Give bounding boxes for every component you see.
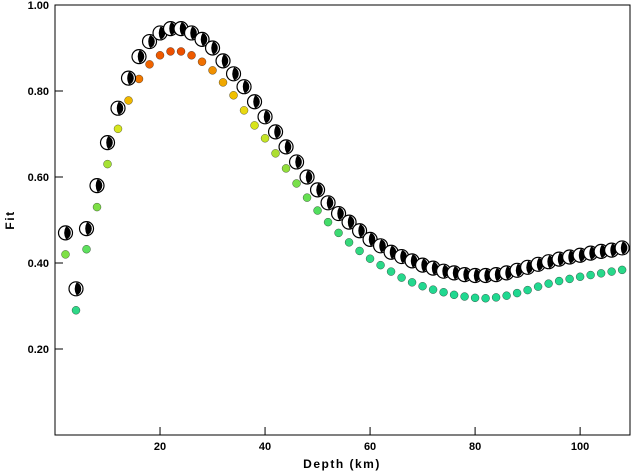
- fit-dot: [575, 272, 585, 281]
- fit-dot: [271, 149, 280, 158]
- mechanism-beachball: [257, 109, 273, 125]
- fit-dot: [176, 47, 186, 56]
- mechanism-beachball: [341, 214, 357, 230]
- y-tick-label: 1.00: [28, 0, 49, 12]
- x-axis: 20 40 60 80 100: [154, 427, 589, 453]
- fit-dot: [334, 228, 343, 238]
- fit-dot: [418, 282, 427, 291]
- fit-dot: [145, 60, 154, 69]
- fit-dot: [61, 250, 70, 259]
- fit-dot: [71, 306, 81, 315]
- fit-dot: [523, 285, 532, 295]
- dot-series: [61, 47, 627, 315]
- fit-dot: [155, 51, 165, 60]
- fit-dot: [124, 96, 133, 105]
- y-tick-label: 0.40: [28, 258, 49, 270]
- y-tick-label: 0.20: [28, 344, 49, 356]
- fit-dot: [113, 124, 123, 133]
- y-tick-label: 0.80: [28, 86, 49, 98]
- fit-dot: [481, 294, 490, 303]
- fit-dot: [470, 293, 480, 302]
- fit-dot: [229, 91, 238, 100]
- mechanism-beachball: [267, 124, 284, 140]
- fit-dot: [260, 134, 270, 143]
- fit-dot: [103, 159, 112, 169]
- fit-dot: [428, 285, 438, 294]
- mechanism-beachball: [120, 70, 137, 86]
- fit-dot: [586, 270, 595, 280]
- plot-frame: [54, 4, 631, 436]
- y-tick-label: 0.60: [28, 172, 49, 184]
- x-tick-label: 60: [364, 441, 376, 453]
- beachball-series: [57, 21, 630, 297]
- fit-dot: [292, 179, 301, 188]
- x-tick-label: 80: [469, 441, 481, 453]
- mechanism-beachball: [194, 31, 210, 48]
- fit-dot: [82, 245, 91, 254]
- y-axis: 0.20 0.40 0.60 0.80 1.00: [28, 0, 63, 356]
- fit-dot: [218, 78, 228, 87]
- fit-dot: [281, 164, 291, 173]
- fit-dot: [239, 106, 249, 115]
- fit-dot: [565, 274, 574, 284]
- mechanism-beachball: [78, 221, 95, 237]
- fit-dot: [197, 57, 207, 66]
- fit-dot: [92, 202, 102, 212]
- fit-dot: [313, 206, 322, 215]
- fit-dot: [617, 265, 627, 275]
- mechanism-beachball: [278, 139, 294, 155]
- fit-dot: [512, 288, 522, 298]
- mechanism-beachball: [351, 223, 368, 239]
- mechanism-beachball: [89, 178, 105, 194]
- fit-dot: [187, 51, 196, 60]
- mechanism-beachball: [110, 100, 126, 116]
- fit-dot: [134, 74, 144, 84]
- mechanism-beachball: [299, 169, 315, 185]
- mechanism-beachball: [141, 33, 158, 50]
- fit-dot: [386, 267, 396, 276]
- fit-dot: [376, 260, 385, 270]
- mechanism-beachball: [225, 66, 242, 82]
- mechanism-beachball: [614, 240, 630, 256]
- mechanism-beachball: [330, 205, 347, 222]
- fit-dot: [407, 278, 417, 287]
- x-tick-label: 100: [571, 441, 589, 453]
- y-axis-title: Fit: [3, 210, 17, 229]
- fit-dot: [554, 276, 564, 286]
- mechanism-beachball: [57, 225, 74, 241]
- mechanism-beachball: [99, 135, 116, 151]
- mechanism-beachball: [320, 195, 336, 211]
- mechanism-beachball: [204, 40, 221, 56]
- fit-dot: [365, 254, 375, 263]
- fit-dot: [355, 246, 364, 256]
- fit-dot: [323, 217, 333, 227]
- mechanism-beachball: [68, 281, 84, 297]
- fit-dot: [302, 193, 312, 202]
- fit-dot: [208, 66, 217, 75]
- fit-dot: [533, 282, 543, 291]
- fit-dot: [250, 121, 259, 130]
- x-tick-label: 20: [154, 441, 166, 453]
- mechanism-beachball: [236, 79, 252, 95]
- mechanism-beachball: [288, 154, 305, 170]
- fit-dot: [544, 279, 553, 288]
- fit-dot: [449, 290, 459, 299]
- x-tick-label: 40: [259, 441, 271, 453]
- fit-dot: [607, 267, 616, 276]
- fit-dot: [596, 269, 606, 278]
- x-axis-title: Depth (km): [303, 457, 381, 471]
- fit-dot: [344, 238, 354, 247]
- fit-dot: [397, 273, 406, 282]
- mechanism-beachball: [215, 53, 231, 69]
- fit-dot: [460, 292, 469, 301]
- mechanism-beachball: [131, 48, 147, 65]
- mechanism-beachball: [246, 94, 263, 110]
- fit-dot: [166, 47, 175, 56]
- mechanism-beachball: [309, 182, 326, 198]
- fit-dot: [439, 288, 448, 297]
- fit-dot: [502, 291, 511, 300]
- fit-dot: [491, 293, 501, 302]
